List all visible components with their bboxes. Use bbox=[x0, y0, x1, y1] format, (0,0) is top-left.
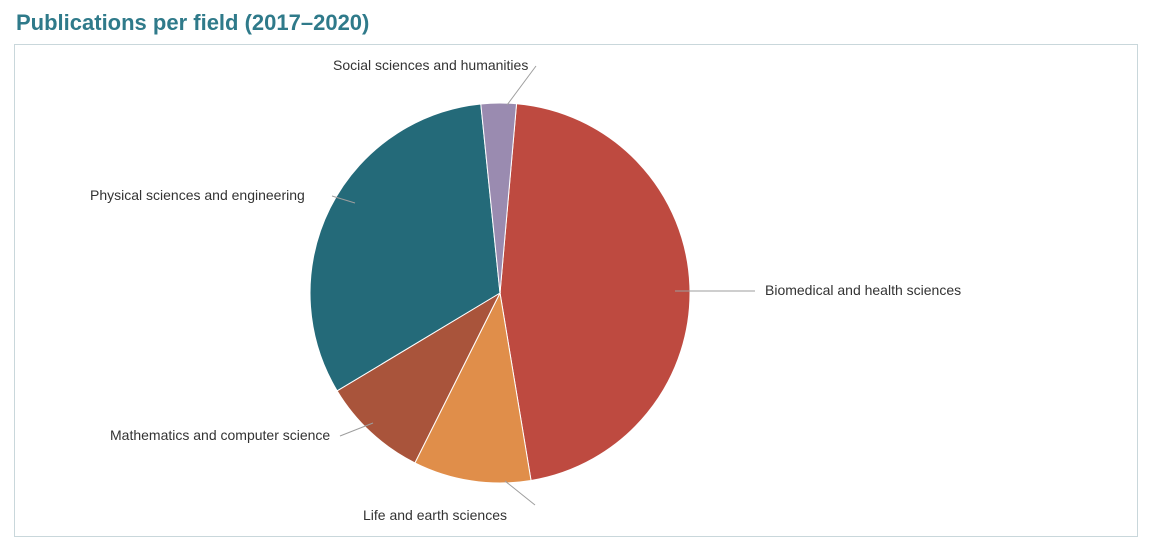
slice-label: Social sciences and humanities bbox=[333, 57, 528, 73]
slice-label: Mathematics and computer science bbox=[110, 427, 330, 443]
pie-slice[interactable] bbox=[500, 104, 690, 481]
slice-label: Physical sciences and engineering bbox=[90, 187, 305, 203]
chart-title: Publications per field (2017–2020) bbox=[16, 10, 1138, 36]
pie-chart: Biomedical and health sciences Life and e… bbox=[15, 45, 1137, 539]
chart-panel: Biomedical and health sciences Life and e… bbox=[14, 44, 1138, 537]
slice-label: Life and earth sciences bbox=[363, 507, 507, 523]
slice-label: Biomedical and health sciences bbox=[765, 282, 961, 298]
leader-line bbox=[505, 481, 535, 505]
